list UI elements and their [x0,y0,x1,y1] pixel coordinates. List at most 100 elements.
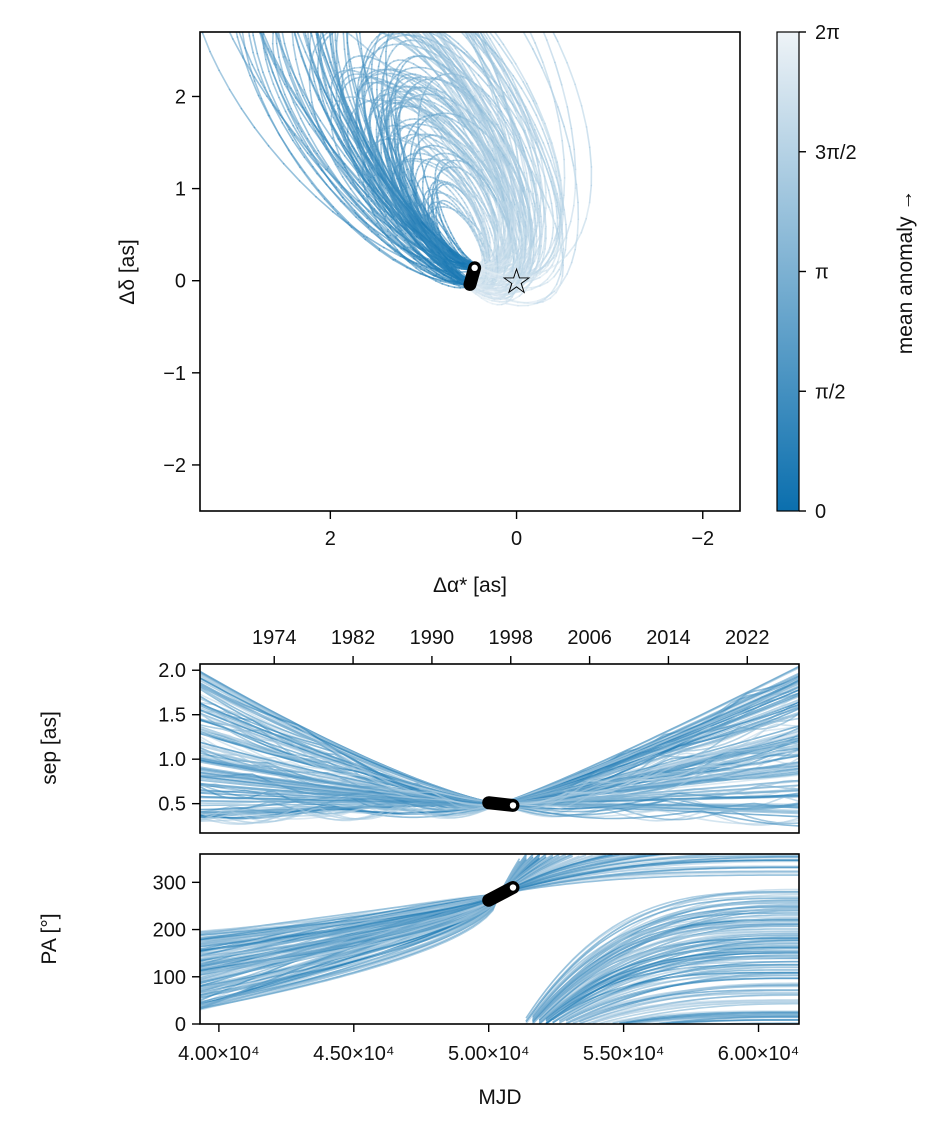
orbit-path-segment [466,206,471,214]
orbit-path-segment [402,184,412,200]
orbit-path-segment [263,22,265,30]
orbit-path-segment [331,33,335,55]
orbit-path-segment [451,91,463,105]
orbit-path-segment [517,102,527,124]
orbit-path-segment [322,18,325,26]
orbit-path-segment [398,59,405,66]
orbit-path-segment [298,180,317,198]
orbit-path-segment [440,220,448,232]
orbit-path-segment [328,151,337,166]
orbit-path-segment [450,128,460,137]
orbit-path-segment [553,100,560,122]
orbit-path-segment [471,230,476,237]
orbit-path-segment [264,58,270,73]
orbit-path-segment [354,96,363,100]
orbit-path-segment [201,32,211,53]
orbit-path-segment [452,68,462,79]
orbit-path-segment [365,2,375,8]
orbit-path-segment [327,9,329,26]
orbit-path-segment [487,189,494,198]
orbit-path-segment [520,87,531,103]
orbit-path-segment [466,162,473,168]
orbit-path-segment [476,194,483,204]
orbit-path-segment [366,236,385,249]
orbit-path-segment [313,80,320,97]
orbit-path-segment [499,65,511,86]
orbit-path-segment [371,35,378,44]
orbit-path-segment [322,0,325,6]
orbit-path-segment [430,165,438,170]
orbit-path-segment [517,7,527,25]
orbit-path-segment [457,193,463,200]
orbit-path-segment [487,231,491,239]
orbit-path-segment [387,228,397,239]
orbit-path-segment [488,236,492,244]
orbit-path-segment [518,133,527,149]
orbit-path-segment [395,99,404,102]
orbit-path-segment [451,118,460,124]
orbit-path-segment [351,108,357,115]
orbit-path-segment [410,99,420,108]
orbit-path-segment [493,170,500,183]
orbit-path-segment [419,133,426,137]
orbit-path-segment [448,280,457,285]
orbit-path-segment [348,81,355,100]
orbit-path-segment [272,83,280,99]
orbit-path-segment [268,115,280,134]
orbit-path-segment [404,96,413,99]
orbit-path-segment [387,0,395,3]
orbit-path-segment [476,239,481,246]
orbit-path-segment [415,28,424,30]
orbit-path-segment [448,142,458,155]
orbit-path-segment [434,92,443,99]
orbit-path-segment [358,105,366,122]
orbit-path-segment [469,226,474,232]
orbit-path-segment [429,257,440,266]
orbit-path-segment [288,74,298,95]
orbit-path-segment [497,180,503,193]
orbit-path-segment [396,11,403,15]
orbit-path-segment [410,19,420,30]
orbit-path-segment [478,205,485,220]
orbit-path-segment [453,9,467,26]
orbit-path-segment [345,58,351,65]
orbit-path-segment [410,12,423,20]
orbit-path-segment [218,69,231,91]
orbit-path-segment [381,0,391,1]
orbit-path-segment [385,17,395,26]
orbit-path-segment [404,0,418,12]
orbit-path-segment [406,27,415,28]
orbit-path-segment [484,112,493,123]
orbit-path-segment [546,275,555,284]
orbit-path-segment [483,176,490,186]
orbit-path-segment [341,196,357,214]
orbit-path-segment [457,42,468,53]
orbit-path-segment [474,60,485,73]
orbit-path-segment [465,193,472,201]
orbit-path-segment [498,95,508,110]
orbit-path-segment [342,32,346,51]
orbit-path-segment [404,23,411,25]
orbit-path-segment [465,152,475,163]
orbit-path-segment [533,261,543,273]
orbit-path-segment [467,13,479,30]
orbit-path-segment [303,156,318,175]
orbit-path-segment [419,154,424,167]
orbit-path-segment [521,154,528,174]
orbit-path-segment [446,174,453,181]
orbit-path-segment [288,0,290,11]
orbit-path-segment [536,194,541,207]
orbit-path-segment [393,37,405,47]
orbit-path-segment [516,268,523,274]
orbit-path-segment [345,64,351,83]
orbit-path-segment [483,297,493,302]
orbit-path-segment [441,282,450,287]
orbit-path-segment [551,226,555,240]
orbit-path-segment [414,80,422,86]
orbit-path-segment [547,239,556,254]
orbit-path-segment [386,160,390,170]
orbit-path-segment [431,206,435,213]
orbit-path-segment [420,90,432,102]
orbit-path-segment [328,6,333,12]
orbit-path-segment [503,267,508,275]
